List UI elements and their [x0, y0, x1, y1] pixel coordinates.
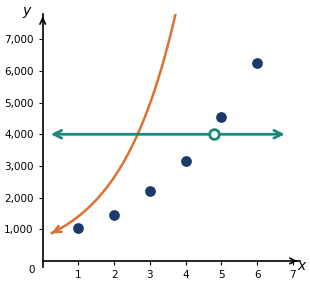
Point [219, 115, 224, 119]
Point [76, 225, 81, 230]
Point [148, 189, 153, 194]
Text: x: x [298, 259, 306, 273]
Text: y: y [23, 4, 31, 18]
Point [112, 213, 117, 217]
Point [255, 61, 260, 65]
Text: 0: 0 [29, 265, 35, 276]
Point [183, 159, 188, 164]
